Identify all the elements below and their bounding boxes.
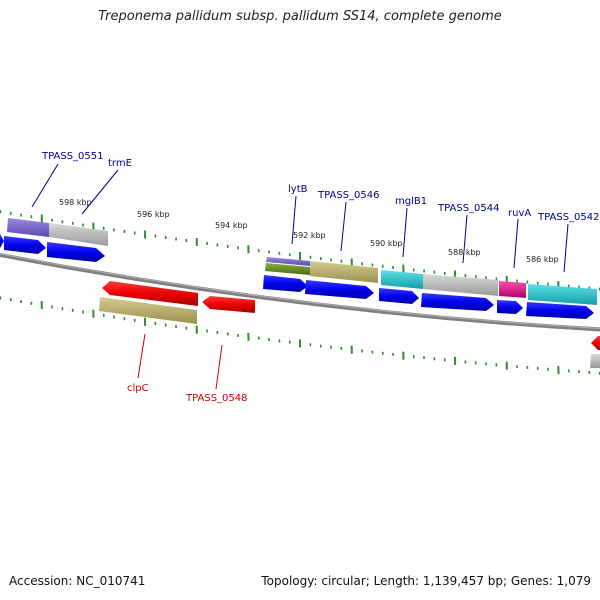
cog-block[interactable] [99, 297, 197, 324]
cds-track-forward [0, 234, 594, 319]
cog-block[interactable] [266, 257, 310, 266]
cog-track-reverse [99, 297, 600, 368]
gene-label-forward[interactable]: lytB [288, 184, 308, 195]
accession-label: Accession: NC_010741 [9, 574, 146, 588]
cog-block[interactable] [49, 223, 108, 246]
ruler-ticks-reverse [0, 296, 600, 375]
gene-arrow-forward[interactable] [497, 300, 523, 314]
gene-arrow-forward[interactable] [379, 288, 419, 304]
gene-arrow-forward[interactable] [421, 293, 494, 311]
kbp-label: 598 kbp [59, 198, 92, 207]
cog-track-forward [7, 218, 597, 305]
gene-label-forward[interactable]: TPASS_0551 [41, 151, 103, 162]
gene-label-reverse[interactable]: clpC [127, 383, 149, 394]
cog-block[interactable] [499, 281, 526, 298]
map-title: Treponema pallidum subsp. pallidum SS14,… [98, 9, 502, 24]
kbp-label: 586 kbp [526, 255, 559, 264]
kbp-label: 596 kbp [137, 210, 170, 219]
gene-label-forward[interactable]: mglB1 [395, 196, 427, 207]
gene-arrow-forward[interactable] [305, 280, 374, 299]
gene-arrow-reverse[interactable] [202, 296, 255, 313]
gene-arrow-reverse[interactable] [591, 336, 600, 350]
cog-block[interactable] [265, 263, 310, 275]
cog-block[interactable] [528, 284, 597, 305]
cog-block[interactable] [590, 354, 600, 368]
cog-block[interactable] [7, 218, 49, 237]
genome-backbone-highlight [0, 253, 600, 329]
kbp-label: 590 kbp [370, 239, 403, 248]
gene-label-forward[interactable]: TPASS_0542 [537, 212, 599, 223]
gene-arrow-reverse[interactable] [102, 281, 198, 306]
gene-label-forward[interactable]: TPASS_0544 [437, 203, 499, 214]
cog-block[interactable] [423, 274, 498, 296]
gene-label-forward[interactable]: trmE [108, 158, 132, 169]
kbp-label: 592 kbp [293, 231, 326, 240]
gene-arrow-forward[interactable] [4, 236, 46, 254]
cds-track-reverse [102, 281, 600, 350]
gene-arrow-forward[interactable] [526, 302, 594, 319]
genome-summary: Topology: circular; Length: 1,139,457 bp… [261, 574, 591, 588]
label-leaders [31, 163, 569, 390]
gene-arrow-forward[interactable] [0, 234, 4, 248]
cog-block[interactable] [310, 261, 378, 283]
gene-label-forward[interactable]: TPASS_0546 [317, 190, 379, 201]
gene-label-reverse[interactable]: TPASS_0548 [185, 393, 247, 404]
kbp-label: 594 kbp [215, 221, 248, 230]
gene-arrow-forward[interactable] [263, 275, 308, 292]
genome-backbone [0, 252, 600, 332]
gene-label-forward[interactable]: ruvA [508, 208, 531, 219]
cog-block[interactable] [381, 270, 423, 289]
gene-arrow-forward[interactable] [47, 242, 105, 262]
